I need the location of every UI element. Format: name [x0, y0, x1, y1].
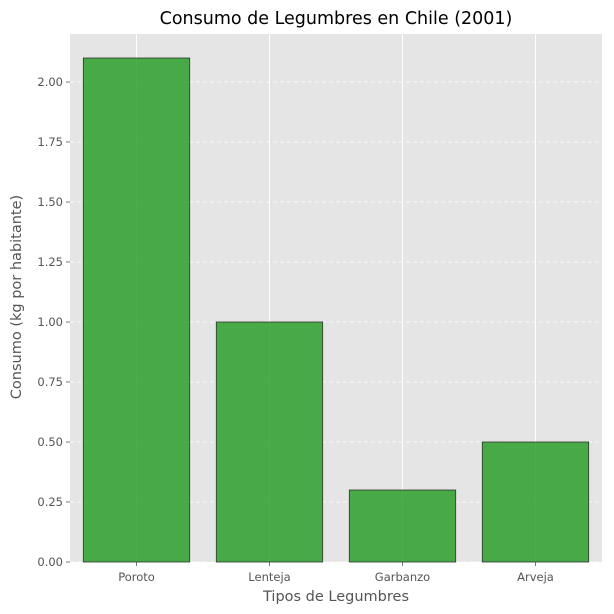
bars: [82, 57, 590, 563]
y-axis-ticks: 0.00 0.25 0.50 0.75 1.00 1.25 1.50 1.75 2.00: [37, 75, 70, 569]
bar-poroto: [82, 57, 191, 563]
y-tick-label: 1.25: [37, 255, 63, 269]
x-axis-title: Tipos de Legumbres: [262, 589, 409, 605]
chart-title: Consumo de Legumbres en Chile (2001): [160, 9, 513, 29]
x-axis-ticks: Poroto Lenteja Garbanzo Arveja: [118, 562, 554, 584]
y-axis-title: Consumo (kg por habitante): [9, 195, 25, 399]
bar-garbanzo: [348, 489, 457, 563]
x-tick-label: Garbanzo: [375, 570, 430, 584]
x-tick-label: Lenteja: [248, 570, 290, 584]
y-tick-label: 0.25: [37, 495, 63, 509]
y-tick-label: 0.50: [37, 435, 63, 449]
bar-lenteja: [215, 321, 324, 563]
x-tick-label: Arveja: [517, 570, 554, 584]
y-tick-label: 1.50: [37, 195, 63, 209]
y-tick-label: 0.00: [37, 555, 63, 569]
y-tick-label: 1.00: [37, 315, 63, 329]
x-tick-label: Poroto: [118, 570, 155, 584]
y-tick-label: 0.75: [37, 375, 63, 389]
y-tick-label: 1.75: [37, 135, 63, 149]
bar-arveja: [481, 441, 590, 563]
y-tick-label: 2.00: [37, 75, 63, 89]
